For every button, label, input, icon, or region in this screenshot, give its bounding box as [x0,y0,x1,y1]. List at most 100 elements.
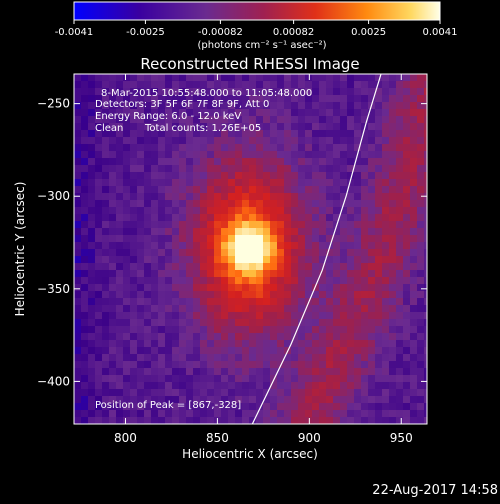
heatmap-cell [235,74,243,82]
heatmap-cell [102,221,110,229]
heatmap-cell [109,340,117,348]
heatmap-cell [200,361,208,369]
heatmap-cell [221,312,229,320]
heatmap-cell [375,333,383,341]
heatmap-cell [389,123,397,131]
heatmap-cell [263,284,271,292]
heatmap-cell [179,382,187,390]
heatmap-cell [270,116,278,124]
heatmap-cell [410,312,418,320]
heatmap-cell [172,74,180,82]
heatmap-cell [137,151,145,159]
heatmap-cell [81,228,89,236]
heatmap-cell [389,95,397,103]
heatmap-cell [130,228,138,236]
heatmap-cell [172,123,180,131]
heatmap-cell [207,193,215,201]
heatmap-cell [95,396,103,404]
heatmap-cell [270,74,278,82]
heatmap-cell [333,193,341,201]
heatmap-cell [116,256,124,264]
heatmap-cell [256,347,264,355]
heatmap-cell [221,221,229,229]
heatmap-cell [354,375,362,383]
heatmap-cell [354,200,362,208]
heatmap-cell [347,193,355,201]
heatmap-cell [396,207,404,215]
heatmap-cell [109,312,117,320]
heatmap-cell [158,102,166,110]
heatmap-cell [151,270,159,278]
heatmap-cell [417,326,425,334]
heatmap-cell [151,284,159,292]
heatmap-cell [375,347,383,355]
heatmap-cell [389,305,397,313]
heatmap-cell [165,403,173,411]
heatmap-cell [256,165,264,173]
heatmap-cell [396,375,404,383]
heatmap-cell [340,270,348,278]
heatmap-cell [382,116,390,124]
heatmap-cell [312,347,320,355]
heatmap-cell [221,102,229,110]
heatmap-cell [396,256,404,264]
heatmap-cell [417,382,425,390]
heatmap-cell [95,256,103,264]
heatmap-cell [165,389,173,397]
heatmap-cell [144,228,152,236]
heatmap-cell [151,172,159,180]
heatmap-cell [347,172,355,180]
heatmap-cell [424,214,427,222]
heatmap-cell [389,130,397,138]
heatmap-cell [277,284,285,292]
heatmap-cell [354,389,362,397]
heatmap-cell [326,256,334,264]
heatmap-cell [102,263,110,271]
heatmap-cell [200,277,208,285]
heatmap-cell [186,137,194,145]
heatmap-cell [137,403,145,411]
heatmap-cell [417,305,425,313]
heatmap-cell [340,207,348,215]
heatmap-cell [424,354,427,362]
heatmap-cell [172,312,180,320]
chart-title: Reconstructed RHESSI Image [140,55,359,73]
heatmap-cell [270,312,278,320]
heatmap-cell [81,151,89,159]
heatmap-cell [263,242,271,250]
heatmap-cell [333,242,341,250]
heatmap-cell [151,242,159,250]
heatmap-cell [74,179,82,187]
heatmap-cell [403,221,411,229]
heatmap-cell [410,221,418,229]
heatmap-cell [410,137,418,145]
heatmap-cell [361,291,369,299]
heatmap-cell [277,165,285,173]
heatmap-cell [270,228,278,236]
heatmap-cell [88,270,96,278]
heatmap-cell [242,312,250,320]
heatmap-cell [116,347,124,355]
heatmap-cell [179,186,187,194]
heatmap-cell [319,298,327,306]
heatmap-cell [305,228,313,236]
heatmap-cell [277,179,285,187]
heatmap-cell [389,137,397,145]
heatmap-cell [130,235,138,243]
heatmap-cell [326,130,334,138]
heatmap-cell [123,102,131,110]
heatmap-cell [424,417,427,424]
heatmap-cell [123,354,131,362]
heatmap-cell [256,242,264,250]
heatmap-cell [228,263,236,271]
heatmap-cell [165,95,173,103]
heatmap-cell [277,305,285,313]
heatmap-cell [200,298,208,306]
heatmap-cell [165,221,173,229]
heatmap-cell [424,263,427,271]
heatmap-cell [81,347,89,355]
heatmap-cell [354,228,362,236]
heatmap-cell [81,158,89,166]
heatmap-cell [354,256,362,264]
heatmap-cell [284,368,292,376]
